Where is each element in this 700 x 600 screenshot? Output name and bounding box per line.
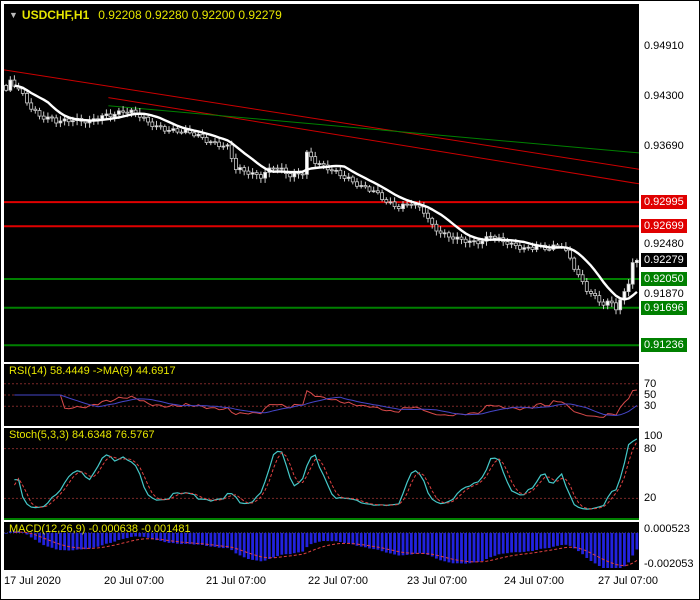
price-axis-label: 0.92279: [641, 253, 687, 268]
macd-scale-label: 0.000523: [644, 523, 690, 535]
rsi-header: RSI(14) 58.4449 ->MA(9) 44.6917: [9, 365, 176, 377]
price-axis-label: 0.94300: [644, 89, 684, 102]
price-axis-label: 0.92050: [641, 272, 687, 286]
macd-plot[interactable]: [4, 522, 639, 570]
main-price-chart[interactable]: ▼ USDCHF,H1 0.92208 0.92280 0.92200 0.9227…: [4, 4, 639, 362]
stochastic-plot[interactable]: [4, 428, 639, 520]
stochastic-header: Stoch(5,3,3) 84.6348 76.5767: [9, 429, 155, 441]
time-axis-label: 17 Jul 2020: [4, 575, 61, 587]
time-axis-label: 27 Jul 07:00: [598, 575, 658, 587]
time-axis-label: 22 Jul 07:00: [308, 575, 368, 587]
price-axis-label: 0.93690: [644, 139, 684, 152]
symbol-dropdown-icon[interactable]: ▼: [9, 10, 18, 20]
stochastic-indicator-panel[interactable]: Stoch(5,3,3) 84.6348 76.5767: [4, 428, 639, 520]
candlestick-chart[interactable]: [4, 4, 639, 362]
ohlc-values: 0.92208 0.92280 0.92200 0.92279: [98, 8, 282, 22]
time-axis-label: 21 Jul 07:00: [206, 575, 266, 587]
chart-ohlc-header: ▼ USDCHF,H1 0.92208 0.92280 0.92200 0.9227…: [9, 8, 282, 22]
stoch-scale-label: 20: [644, 492, 657, 505]
rsi-scale-label: 70: [644, 377, 657, 390]
macd-header: MACD(12,26,9) -0.000638 -0.001481: [9, 523, 191, 535]
rsi-indicator-panel[interactable]: RSI(14) 58.4449 ->MA(9) 44.6917: [4, 364, 639, 426]
price-axis-label: 0.91870: [644, 287, 684, 300]
rsi-plot[interactable]: [4, 364, 639, 426]
macd-scale-label: -0.002053: [644, 558, 694, 570]
rsi-scale-label: 30: [644, 400, 657, 413]
price-axis-label: 0.94910: [644, 40, 684, 53]
price-axis-label: 0.92995: [641, 195, 687, 210]
time-axis-label: 23 Jul 07:00: [407, 575, 467, 587]
price-axis-label: 0.92480: [644, 238, 684, 251]
price-axis-label: 0.92699: [641, 219, 687, 234]
time-axis-label: 24 Jul 07:00: [504, 575, 564, 587]
price-axis-label: 0.91696: [641, 300, 687, 315]
price-axis-label: 0.91236: [641, 338, 687, 353]
time-axis-label: 20 Jul 07:00: [104, 575, 164, 587]
symbol-timeframe-label: USDCHF,H1: [21, 8, 90, 22]
rsi-scale-label: 50: [644, 389, 657, 401]
stoch-scale-label: 100: [644, 430, 663, 442]
macd-indicator-panel[interactable]: MACD(12,26,9) -0.000638 -0.001481: [4, 522, 639, 570]
stoch-scale-label: 80: [644, 442, 657, 455]
